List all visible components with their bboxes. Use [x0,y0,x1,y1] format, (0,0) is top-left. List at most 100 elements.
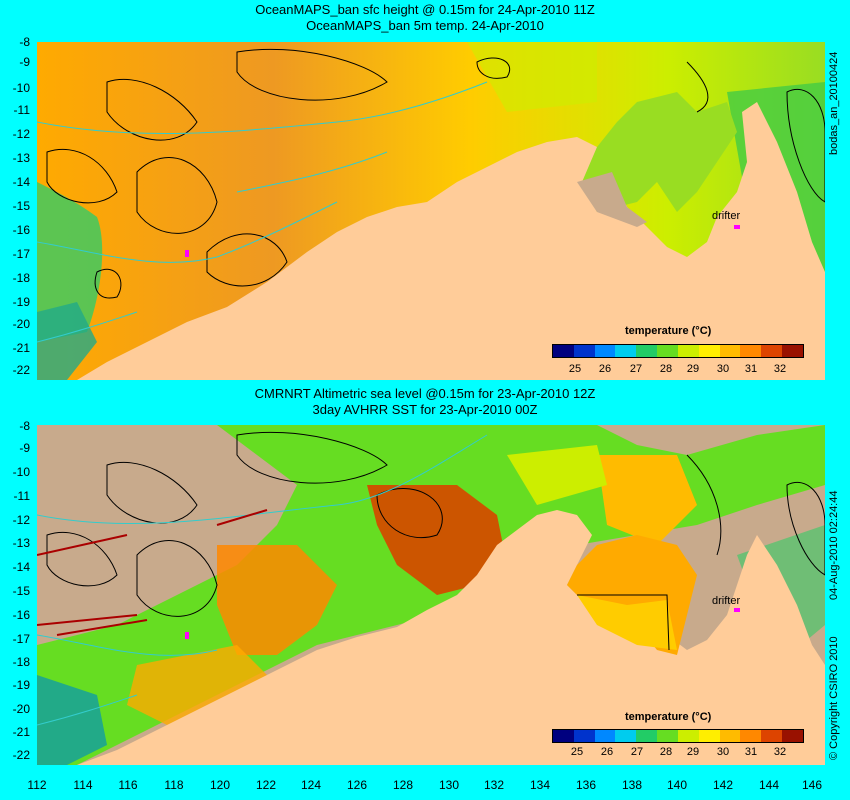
bottom-legend-title: temperature (°C) [625,711,712,723]
bottom-legend-label: 25 [570,746,584,758]
x-tick: 134 [529,778,551,792]
bottom-legend-label: 32 [773,746,787,758]
x-tick: 140 [666,778,688,792]
bottom-title-line1: CMRNRT Altimetric sea level @0.15m for 2… [254,386,596,401]
bottom-y-tick: -17 [12,632,30,646]
legend-swatch [782,345,803,357]
bottom-y-tick: -14 [12,560,30,574]
x-tick: 132 [483,778,505,792]
bottom-y-tick: -21 [12,725,30,739]
legend-swatch [698,730,720,742]
bottom-y-tick: -19 [12,678,30,692]
bottom-drifter-marker[interactable] [734,608,740,612]
legend-swatch [657,730,678,742]
legend-swatch [740,730,762,742]
x-tick: 120 [209,778,231,792]
top-y-tick: -22 [12,363,30,377]
top-legend-label: 26 [598,363,612,375]
legend-swatch [740,345,762,357]
bottom-title-line2: 3day AVHRR SST for 23-Apr-2010 00Z [312,402,538,417]
top-y-tick: -20 [12,317,30,331]
top-y-tick: -17 [12,247,30,261]
x-tick: 144 [758,778,780,792]
legend-swatch [698,345,720,357]
top-y-tick: -13 [12,151,30,165]
legend-swatch [636,345,658,357]
x-tick: 126 [346,778,368,792]
bottom-legend-label: 28 [659,746,673,758]
top-legend-label: 32 [773,363,787,375]
legend-swatch [553,730,574,742]
top-legend-colorbar [552,344,804,358]
legend-swatch [553,345,574,357]
x-tick: 138 [621,778,643,792]
legend-swatch [719,730,741,742]
legend-swatch [677,730,699,742]
legend-swatch [761,730,783,742]
x-tick: 124 [300,778,322,792]
legend-swatch [573,345,595,357]
top-legend-label: 29 [686,363,700,375]
top-title-line2: OceanMAPS_ban 5m temp. 24-Apr-2010 [306,18,544,33]
top-map-panel[interactable] [37,42,825,380]
top-y-tick: -16 [12,223,30,237]
top-drifter-marker[interactable] [734,225,740,229]
x-tick: 130 [438,778,460,792]
top-y-tick: -14 [12,175,30,189]
top-y-tick: -8 [19,35,30,49]
x-tick: 118 [164,778,184,792]
top-y-tick: -10 [12,81,30,95]
x-tick: 136 [575,778,597,792]
bottom-drifter-marker-west[interactable] [185,632,189,639]
australia-land-bottom [77,510,825,765]
bottom-legend-label: 26 [600,746,614,758]
top-legend-label: 30 [716,363,730,375]
top-y-tick: -19 [12,295,30,309]
top-map [37,42,825,380]
top-run-id-label: bodas_an_20100424 [828,51,840,155]
legend-swatch [657,345,678,357]
bottom-legend-label: 27 [630,746,644,758]
top-y-tick: -21 [12,341,30,355]
bottom-legend-label: 31 [744,746,758,758]
legend-swatch [782,730,803,742]
copyright-label: © Copyright CSIRO 2010 [828,636,840,760]
top-drifter-marker-west[interactable] [185,250,189,257]
top-title-line1: OceanMAPS_ban sfc height @ 0.15m for 24-… [255,2,595,17]
x-tick: 114 [73,778,93,792]
bottom-y-tick: -15 [12,584,30,598]
legend-swatch [615,730,637,742]
bottom-y-tick: -22 [12,748,30,762]
top-legend-label: 25 [568,363,582,375]
top-y-tick: -15 [12,199,30,213]
top-y-tick: -11 [13,103,30,117]
bottom-legend-label: 29 [686,746,700,758]
legend-swatch [615,345,637,357]
bottom-y-tick: -20 [12,702,30,716]
bottom-map-panel[interactable] [37,425,825,765]
bottom-y-tick: -10 [12,465,30,479]
legend-swatch [594,730,616,742]
legend-swatch [677,345,699,357]
top-legend-label: 27 [629,363,643,375]
x-tick: 122 [255,778,277,792]
top-y-tick: -12 [12,127,30,141]
x-tick: 146 [801,778,823,792]
legend-swatch [719,345,741,357]
legend-swatch [761,345,783,357]
bottom-y-tick: -11 [13,489,30,503]
x-tick: 116 [118,778,138,792]
bottom-timestamp-label: 04-Aug-2010 02:24:44 [828,490,840,600]
x-tick: 112 [27,778,47,792]
top-legend-title: temperature (°C) [625,325,712,337]
x-tick: 128 [392,778,414,792]
x-tick: 142 [712,778,734,792]
bottom-legend-label: 30 [716,746,730,758]
legend-swatch [573,730,595,742]
bottom-map [37,425,825,765]
top-y-tick: -18 [12,271,30,285]
bottom-drifter-label: drifter [712,595,741,607]
bottom-y-tick: -8 [19,419,30,433]
top-legend-label: 31 [744,363,758,375]
legend-swatch [594,345,616,357]
